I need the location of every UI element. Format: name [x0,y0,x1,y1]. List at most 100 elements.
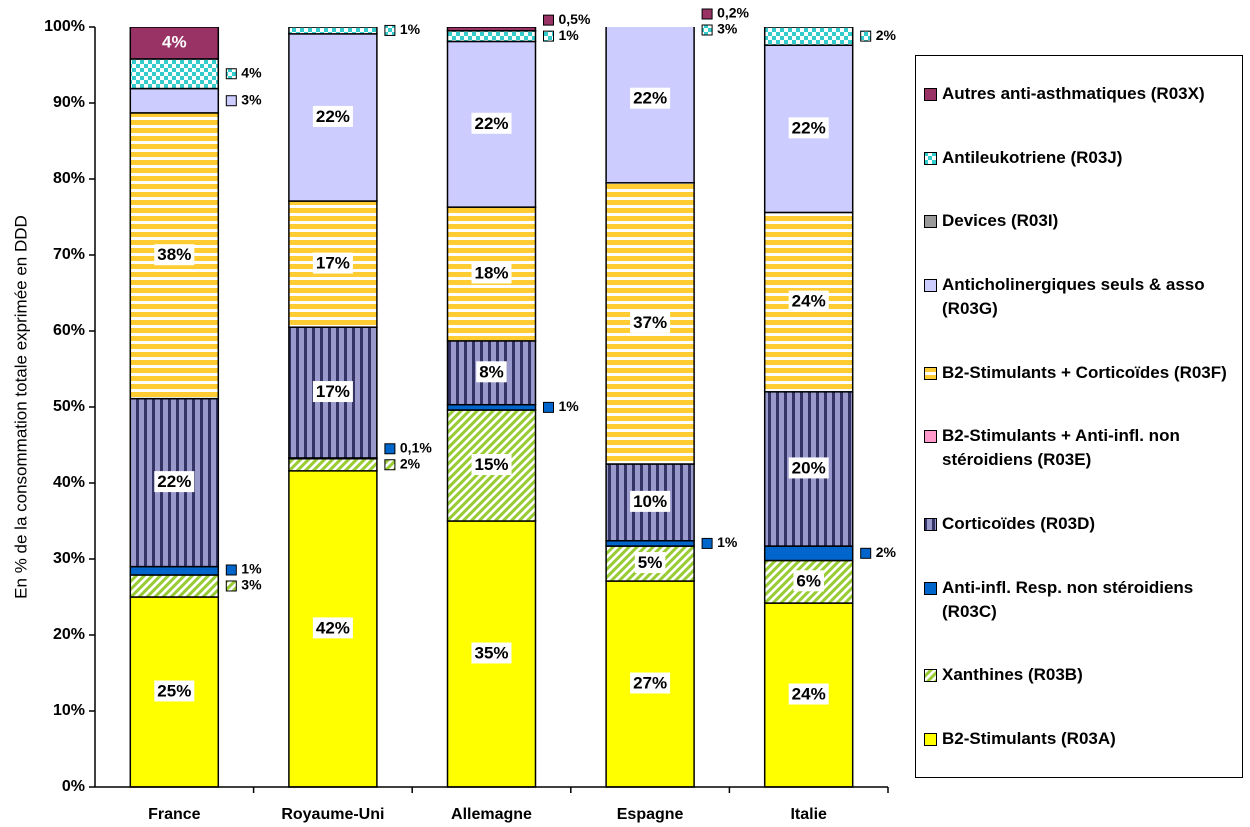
value-label: 22% [316,107,350,126]
value-label: 1% [559,27,580,43]
legend-label: Corticoïdes (R03D) [942,513,1096,533]
label-marker [225,68,237,80]
legend-label: Devices (R03I) [942,211,1059,231]
legend-label: B2-Stimulants + Anti-infl. non stéroidie… [942,426,1180,470]
value-label: 3% [717,21,738,37]
legend-label: B2-Stimulants (R03A) [942,729,1116,749]
y-axis-label: En % de la consommation totale exprimée … [11,215,30,599]
y-tick-label: 70% [53,246,85,263]
value-label: 4% [241,64,262,80]
label-bg [471,112,512,134]
label-marker [543,14,554,26]
legend-swatch [924,733,937,747]
y-tick-label: 50% [53,398,85,415]
y-tick-label: 40% [53,474,85,491]
legend-item: Anti-infl. Resp. non stéroidiens (R03C) [924,576,1234,624]
value-label: 2% [876,544,897,560]
bar-segment [605,540,695,547]
value-label: 6% [796,571,821,590]
bar-segment [288,27,378,35]
value-label: 2% [400,455,421,471]
x-tick-label: Royaume-Uni [281,806,384,823]
label-bg [471,642,512,664]
y-tick-label: 60% [53,322,85,339]
legend-swatch [924,87,937,101]
label-marker [543,401,554,413]
label-bg [471,454,512,476]
value-label: 17% [316,382,350,401]
bar-segment [288,457,378,472]
x-tick-label: Espagne [617,806,684,823]
label-marker [384,459,396,471]
legend-item: Autres anti-asthmatiques (R03X) [924,82,1234,106]
label-bg [471,262,512,284]
value-label: 1% [241,561,262,577]
label-bg [312,617,353,639]
label-bg [154,244,195,266]
value-label: 25% [157,681,191,700]
value-label: 8% [479,362,504,381]
value-label: 10% [633,492,667,511]
legend-label: Anti-infl. Resp. non stéroidiens (R03C) [942,577,1194,621]
value-label: 0,1% [400,439,432,455]
legend-swatch [924,215,937,229]
value-label: 22% [633,89,667,108]
value-label: 37% [633,313,667,332]
y-tick-label: 30% [53,550,85,567]
label-bg [312,381,353,403]
legend: Autres anti-asthmatiques (R03X) Antileuko… [915,55,1243,778]
bars [129,0,854,788]
label-marker [225,95,237,107]
label-marker [225,580,237,592]
y-tick-label: 0% [62,778,85,795]
value-label: 0,5% [559,11,591,27]
label-marker [225,564,237,576]
y-tick-label: 20% [53,626,85,643]
legend-swatch [924,278,937,292]
label-bg [154,680,195,702]
legend-item: Xanthines (R03B) [924,663,1234,687]
value-label: 5% [638,553,663,572]
bar-segment [606,0,694,16]
value-label: 20% [792,458,826,477]
value-label: 1% [717,534,738,550]
label-bg [476,361,507,383]
legend-swatch [924,151,937,165]
bar-segment [446,27,537,32]
value-label: 24% [792,292,826,311]
label-bg [793,570,824,592]
x-tick-label: Italie [790,806,827,823]
value-label: 42% [316,618,350,637]
legend-label: Autres anti-asthmatiques (R03X) [942,83,1205,103]
value-label: 27% [633,674,667,693]
bar-segment [763,211,854,393]
legend-item: Antileukotriene (R03J) [924,146,1234,170]
value-label: 3% [241,91,262,107]
value-label: 15% [474,455,508,474]
bar-segment [763,27,854,46]
label-bg [154,471,195,493]
legend-item: B2-Stimulants (R03A) [924,727,1234,751]
x-tick-label: France [148,806,201,823]
y-tick-label: 10% [53,702,85,719]
value-label: 22% [474,114,508,133]
value-label: 24% [792,685,826,704]
value-label: 17% [316,254,350,273]
value-label: 1% [400,21,421,37]
label-marker [860,30,872,42]
bar-segment [288,470,378,788]
label-bg [788,683,829,705]
legend-swatch [924,581,937,595]
label-marker [701,8,713,20]
bar-segment [129,574,220,598]
value-label: 1% [559,398,580,414]
legend-label: Anticholinergiques seuls & asso (R03G) [942,274,1205,318]
legend-swatch [924,366,937,380]
bar-segment [446,403,537,411]
value-label: 3% [241,577,262,593]
value-label: 22% [792,118,826,137]
legend-item: Devices (R03I) [924,209,1234,233]
bar-segment [129,87,220,114]
bar-segment [763,545,854,562]
